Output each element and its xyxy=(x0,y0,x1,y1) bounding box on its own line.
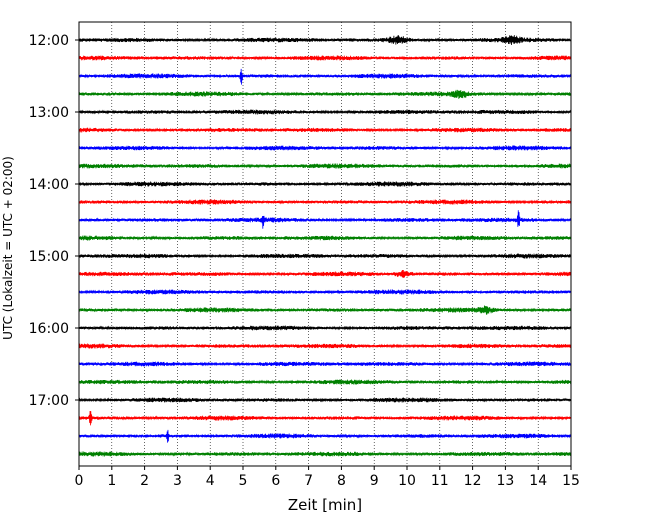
seismic-trace xyxy=(78,199,572,205)
x-tick-label: 1 xyxy=(107,473,116,489)
seismic-trace xyxy=(78,109,571,115)
x-tick-label: 8 xyxy=(337,473,346,489)
y-axis: 12:00 13:00 14:00 15:00 16:00 17:00 xyxy=(29,33,79,409)
seismic-trace xyxy=(78,55,572,61)
x-tick-label: 11 xyxy=(431,473,449,489)
y-tick-label: 16:00 xyxy=(29,321,69,337)
seismic-trace xyxy=(78,429,571,443)
trace-lines xyxy=(78,35,572,457)
seismic-trace xyxy=(78,305,572,315)
seismic-trace xyxy=(78,269,572,278)
plot-frame xyxy=(78,21,572,467)
seismic-trace xyxy=(78,89,572,99)
seismic-trace xyxy=(78,163,572,169)
y-tick-label: 13:00 xyxy=(29,105,69,121)
y-tick-label: 12:00 xyxy=(29,33,69,49)
x-tick-label: 12 xyxy=(464,473,482,489)
x-tick-label: 3 xyxy=(173,473,182,489)
x-tick-label: 0 xyxy=(75,473,84,489)
x-tick-label: 5 xyxy=(239,473,248,489)
seismic-trace xyxy=(78,210,571,229)
grid-lines xyxy=(111,22,539,466)
seismic-trace xyxy=(78,68,571,85)
x-axis-label: Zeit [min] xyxy=(288,496,362,514)
x-tick-label: 14 xyxy=(529,473,547,489)
seismic-trace xyxy=(78,253,572,259)
y-tick-label: 14:00 xyxy=(29,177,69,193)
seismic-trace xyxy=(78,451,572,457)
seismic-trace xyxy=(78,410,571,426)
y-axis-label: UTC (Lokalzeit = UTC + 02:00) xyxy=(1,156,15,340)
seismic-trace xyxy=(78,397,572,403)
seismic-trace xyxy=(78,343,572,349)
seismic-trace xyxy=(78,235,572,241)
x-tick-label: 6 xyxy=(271,473,280,489)
seismic-trace xyxy=(78,35,571,46)
x-tick-label: 13 xyxy=(496,473,514,489)
seismic-trace xyxy=(78,325,571,331)
x-axis: 0 1 2 3 4 5 6 7 8 9 10 11 12 13 14 15 xyxy=(75,466,580,489)
x-tick-label: 15 xyxy=(562,473,580,489)
x-tick-label: 4 xyxy=(206,473,215,489)
y-tick-label: 17:00 xyxy=(29,393,69,409)
seismic-trace xyxy=(78,181,572,187)
x-tick-label: 7 xyxy=(304,473,313,489)
seismic-trace xyxy=(78,379,572,385)
x-tick-label: 10 xyxy=(398,473,416,489)
x-tick-label: 9 xyxy=(370,473,379,489)
x-tick-label: 2 xyxy=(140,473,149,489)
y-tick-label: 15:00 xyxy=(29,249,69,265)
seismic-trace xyxy=(78,289,571,295)
seismic-trace xyxy=(78,361,572,367)
seismic-trace xyxy=(78,145,571,151)
seismic-trace xyxy=(78,127,572,133)
